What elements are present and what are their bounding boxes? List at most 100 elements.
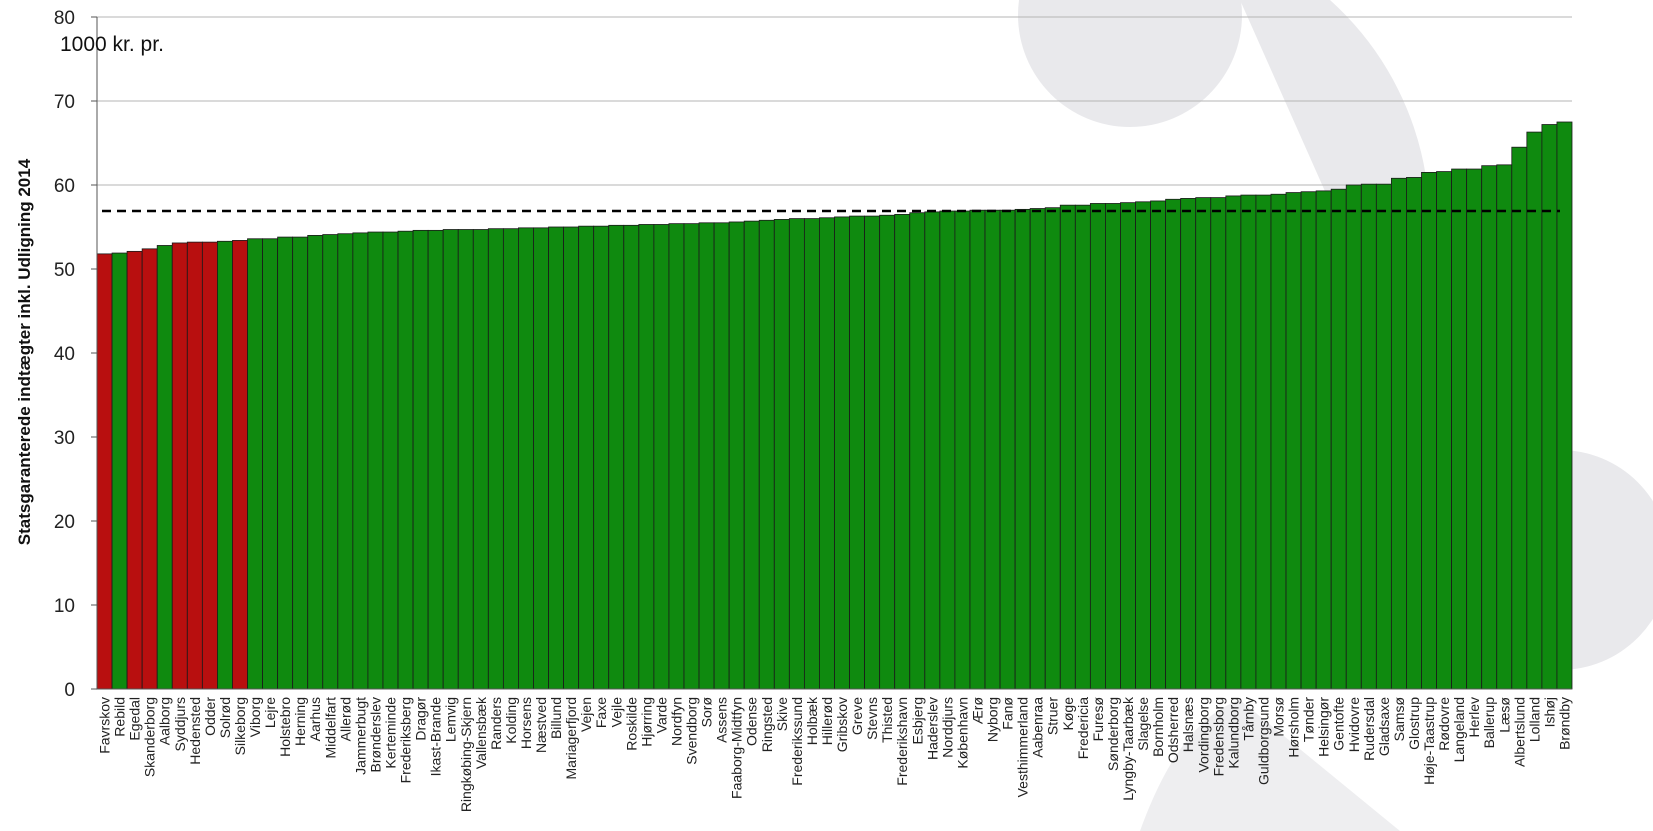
x-tick-label: Odsherred <box>1165 697 1181 763</box>
bar <box>1135 201 1151 690</box>
x-tick-label: Mariagerfjord <box>563 697 579 779</box>
bar <box>1240 194 1257 690</box>
x-tick-label: Helsingør <box>1316 697 1332 757</box>
x-tick-label: Vordingborg <box>1195 697 1211 773</box>
x-tick-label: Skive <box>774 697 790 731</box>
x-tick-label: Langeland <box>1451 697 1467 762</box>
x-tick-label: Billund <box>548 697 564 739</box>
x-tick-label: Holstebro <box>277 697 293 757</box>
bar <box>1044 207 1061 690</box>
bar <box>1105 203 1121 690</box>
bar <box>1150 200 1167 690</box>
bar <box>999 209 1016 690</box>
x-tick-label: Hedensted <box>187 697 203 765</box>
bar <box>864 215 881 690</box>
y-tick-label: 30 <box>54 428 75 449</box>
y-tick-label: 40 <box>54 344 75 365</box>
bar <box>1165 198 1182 690</box>
x-tick-label: Vesthimmerland <box>1015 697 1031 797</box>
x-tick-label: Aarhus <box>307 697 323 741</box>
x-tick-label: Sønderborg <box>1105 697 1121 771</box>
decor-shape <box>1140 700 1400 831</box>
bar <box>969 209 986 690</box>
bar <box>1390 177 1407 690</box>
bar <box>1436 171 1452 690</box>
x-tick-label: Assens <box>714 697 730 743</box>
bar <box>1315 190 1332 690</box>
x-tick-label: Frederikssund <box>789 697 805 786</box>
x-tick-label: Solrød <box>217 697 233 738</box>
bar <box>322 234 339 690</box>
x-tick-label: Ringkøbing-Skjern <box>458 697 474 812</box>
bar <box>367 231 384 690</box>
bar <box>307 234 324 690</box>
x-tick-label: Brønderslev <box>367 697 383 772</box>
x-tick-label: Ballerup <box>1481 697 1497 749</box>
bar <box>472 229 489 690</box>
axes <box>96 17 1572 690</box>
decor-circle <box>1018 0 1242 127</box>
bar <box>1300 191 1317 690</box>
x-tick-label: Næstved <box>533 697 549 753</box>
x-tick-label: Tønder <box>1301 697 1317 742</box>
bar <box>879 214 896 690</box>
bar <box>201 241 218 690</box>
x-tick-label: Høje-Taastrup <box>1421 697 1437 785</box>
x-tick-label: Sorø <box>699 697 715 728</box>
bar <box>1225 195 1242 690</box>
y-tick-label: 80 <box>54 8 75 29</box>
x-tick-labels: Favrskov Rebild Egedal Skanderborg Aalborg Sy… <box>97 696 1573 812</box>
x-tick-label: Roskilde <box>623 697 639 751</box>
x-tick-label: Allerød <box>337 697 353 741</box>
x-tick-label: Glostrup <box>1406 697 1422 750</box>
unit-label: 1000 kr. pr. <box>60 33 164 56</box>
x-tick-label: Rudersdal <box>1361 697 1377 761</box>
x-tick-label: Fredensborg <box>1210 697 1226 776</box>
bar <box>563 226 580 690</box>
x-tick-label: Kalundborg <box>1225 697 1241 769</box>
x-tick-label: Lemvig <box>443 697 459 742</box>
x-tick-label: Hillerød <box>819 697 835 745</box>
x-tick-label: Rødovre <box>1436 697 1452 751</box>
bar <box>1511 146 1528 690</box>
bar <box>548 226 564 690</box>
x-tick-label: Hjørring <box>638 697 654 747</box>
x-tick-label: Slagelse <box>1135 697 1151 751</box>
x-tick-label: Stevns <box>864 697 880 740</box>
x-tick-label: Lejre <box>262 697 278 728</box>
y-axis-label: Statsgaranterede indtægter inkl. Udligni… <box>15 158 34 545</box>
bar <box>1195 197 1212 690</box>
bar <box>939 210 956 690</box>
bar <box>292 236 309 690</box>
bar <box>743 220 760 690</box>
x-tick-label: Vejle <box>608 697 624 728</box>
bar <box>623 224 640 690</box>
x-tick-label: Svendborg <box>684 697 700 765</box>
x-tick-label: Hvidovre <box>1346 697 1362 752</box>
bar <box>578 225 595 690</box>
x-tick-label: Læsø <box>1496 697 1512 733</box>
bar <box>773 219 790 690</box>
bar <box>984 209 1001 690</box>
bar <box>1541 124 1558 690</box>
x-tick-label: Herlev <box>1466 697 1482 737</box>
x-tick-label: Gentofte <box>1331 697 1347 751</box>
x-tick-label: Frederiksberg <box>398 697 414 783</box>
bar <box>728 221 745 690</box>
bar <box>849 215 866 690</box>
bar <box>894 213 911 690</box>
bar <box>1330 188 1347 690</box>
bar <box>352 232 369 690</box>
bar <box>1360 183 1377 690</box>
bar <box>653 224 670 690</box>
x-tick-label: Gribskov <box>834 697 850 752</box>
x-tick-label: Brøndby <box>1556 697 1572 750</box>
y-tick-label: 70 <box>54 92 75 113</box>
y-tick-label: 20 <box>54 512 75 533</box>
x-tick-label: Kerteminde <box>382 697 398 769</box>
bar <box>1556 121 1573 690</box>
x-tick-label: Favrskov <box>97 697 113 754</box>
bar <box>1481 165 1498 690</box>
bar <box>1089 203 1106 690</box>
bar <box>668 223 685 690</box>
